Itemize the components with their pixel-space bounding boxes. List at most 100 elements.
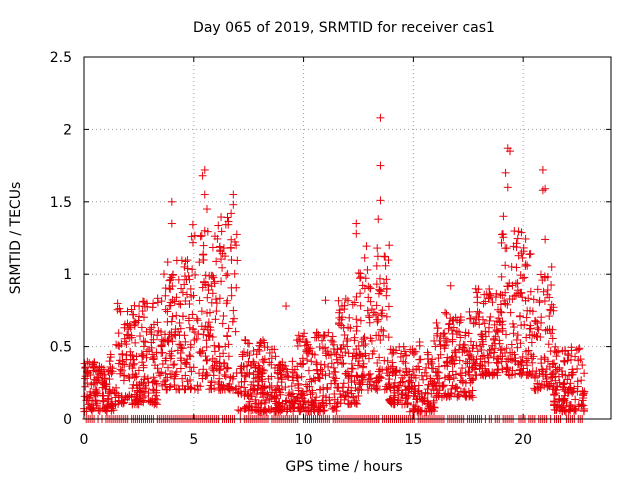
data-point [332, 406, 341, 415]
data-point [363, 265, 372, 274]
data-point [509, 329, 518, 338]
data-point [232, 283, 241, 292]
y-tick-label: 1 [63, 267, 72, 283]
data-point [101, 405, 110, 414]
data-point [488, 371, 497, 380]
data-point [275, 401, 284, 410]
data-point [118, 360, 127, 369]
data-point [306, 390, 315, 399]
data-point [466, 374, 475, 383]
data-point [257, 372, 266, 381]
data-point [472, 312, 481, 321]
data-point [479, 315, 488, 324]
data-point [498, 291, 507, 300]
data-point [543, 285, 552, 294]
data-point [568, 368, 577, 377]
data-point [243, 349, 252, 358]
data-point [261, 405, 270, 414]
data-point [551, 363, 560, 372]
data-point [185, 275, 194, 284]
data-point [346, 324, 355, 333]
data-point [448, 335, 457, 344]
data-point [532, 332, 541, 341]
data-point [471, 284, 480, 293]
data-point [468, 386, 477, 395]
data-point [519, 243, 528, 252]
data-point [240, 383, 249, 392]
data-point [312, 393, 321, 402]
data-point [340, 330, 349, 339]
data-point [234, 405, 243, 414]
data-point [114, 341, 123, 350]
data-point [551, 372, 560, 381]
data-point [126, 350, 135, 359]
data-point [128, 364, 137, 373]
data-point [440, 391, 449, 400]
data-point [175, 299, 184, 308]
data-point [139, 352, 148, 361]
data-point [86, 370, 95, 379]
data-point [530, 384, 539, 393]
data-point [172, 367, 181, 376]
data-point [267, 354, 276, 363]
data-point [137, 349, 146, 358]
data-point [254, 345, 263, 354]
data-point [368, 349, 377, 358]
data-point [372, 383, 381, 392]
data-point [313, 369, 322, 378]
data-point [405, 376, 414, 385]
data-point [260, 398, 269, 407]
data-point [190, 336, 199, 345]
data-point [196, 232, 205, 241]
data-point [507, 355, 516, 364]
data-point [550, 359, 559, 368]
data-point [263, 390, 272, 399]
data-point [264, 374, 273, 383]
data-point [352, 315, 361, 324]
data-point [217, 255, 226, 264]
data-point [170, 360, 179, 369]
y-tick-label: 2 [63, 122, 72, 138]
data-point [376, 196, 385, 205]
data-point [258, 377, 267, 386]
data-point [373, 359, 382, 368]
data-point [168, 282, 177, 291]
data-point [137, 323, 146, 332]
data-point [180, 262, 189, 271]
data-point [390, 391, 399, 400]
data-point [382, 275, 391, 284]
data-point [405, 367, 414, 376]
data-point [325, 369, 334, 378]
data-point [185, 375, 194, 384]
data-point [132, 372, 141, 381]
data-point [211, 295, 220, 304]
data-point [111, 400, 120, 409]
data-point [455, 328, 464, 337]
data-point [221, 342, 230, 351]
data-point [452, 327, 461, 336]
data-point [223, 296, 232, 305]
data-point [510, 292, 519, 301]
data-point [189, 363, 198, 372]
data-point [360, 284, 369, 293]
data-point [354, 341, 363, 350]
data-point [216, 383, 225, 392]
data-point [85, 359, 94, 368]
data-point [166, 382, 175, 391]
data-point [208, 363, 217, 372]
data-point [138, 351, 147, 360]
data-point [251, 395, 260, 404]
data-point [125, 392, 134, 401]
data-point [281, 383, 290, 392]
data-point [185, 300, 194, 309]
data-point [577, 402, 586, 411]
data-point [178, 344, 187, 353]
data-point [159, 270, 168, 279]
data-point [157, 341, 166, 350]
data-point [498, 365, 507, 374]
data-point [299, 359, 308, 368]
data-point [400, 347, 409, 356]
data-point [480, 357, 489, 366]
data-point [375, 286, 384, 295]
data-point [188, 265, 197, 274]
